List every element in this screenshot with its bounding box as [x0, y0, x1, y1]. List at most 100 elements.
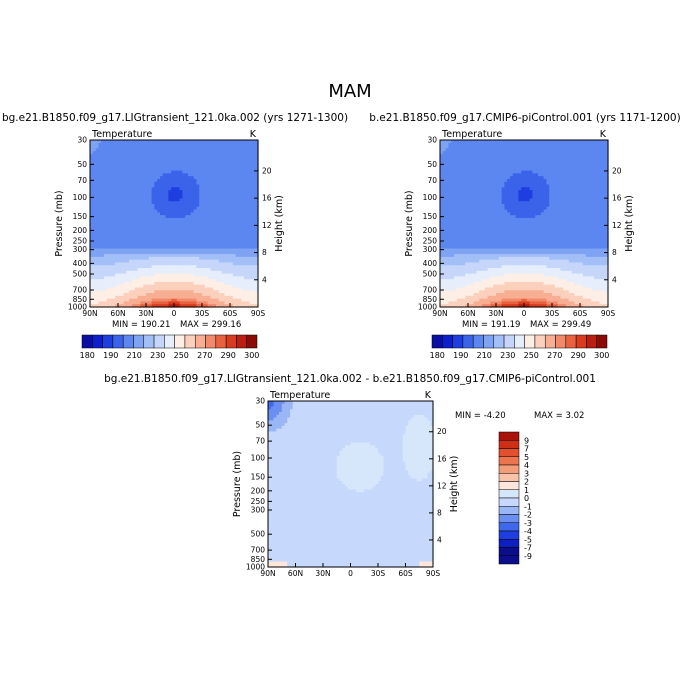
- field-cell: [98, 142, 102, 147]
- field-cell: [154, 181, 158, 186]
- field-cell: [148, 217, 153, 222]
- field-cell: [179, 229, 183, 233]
- field-cell: [154, 159, 158, 163]
- field-cell: [151, 231, 155, 236]
- field-cell: [249, 212, 253, 216]
- field-cell: [596, 192, 601, 197]
- field-cell: [185, 209, 189, 213]
- field-cell: [188, 204, 192, 208]
- y-tick-label: 700: [73, 286, 88, 295]
- field-cell: [185, 170, 189, 174]
- field-cell: [109, 195, 113, 200]
- field-cell: [118, 237, 122, 241]
- field-cell: [151, 151, 155, 155]
- field-cell: [199, 256, 203, 261]
- field-cell: [179, 215, 183, 219]
- field-cell: [199, 304, 203, 308]
- field-cell: [185, 276, 189, 280]
- field-cell: [101, 159, 105, 163]
- field-cell: [454, 187, 458, 191]
- field-cell: [218, 184, 223, 188]
- field-cell: [224, 276, 228, 280]
- field-cell: [244, 279, 248, 283]
- field-cell: [524, 181, 528, 186]
- field-cell: [179, 206, 183, 211]
- field-cell: [252, 270, 256, 275]
- field-cell: [193, 265, 197, 269]
- field-cell: [454, 167, 458, 172]
- field-cell: [126, 259, 130, 264]
- field-cell: [123, 162, 127, 166]
- field-cell: [213, 140, 217, 144]
- field-cell: [493, 173, 497, 177]
- field-cell: [112, 279, 116, 283]
- field-cell: [484, 195, 489, 200]
- field-cell: [255, 184, 259, 188]
- field-cell: [235, 173, 239, 177]
- field-cell: [571, 151, 575, 155]
- field-cell: [524, 140, 528, 144]
- field-cell: [95, 151, 99, 155]
- field-cell: [98, 192, 102, 197]
- field-cell: [235, 229, 239, 233]
- field-cell: [238, 162, 242, 166]
- field-cell: [92, 153, 97, 158]
- field-cell: [168, 190, 172, 194]
- field-cell: [165, 304, 169, 308]
- field-cell: [185, 201, 189, 205]
- field-cell: [165, 268, 169, 272]
- field-cell: [605, 153, 609, 158]
- field-cell: [182, 231, 186, 236]
- field-cell: [188, 251, 192, 255]
- field-cell: [174, 251, 178, 255]
- field-cell: [165, 279, 169, 283]
- field-cell: [526, 156, 531, 161]
- field-cell: [92, 234, 97, 239]
- field-cell: [255, 204, 259, 208]
- field-cell: [235, 304, 239, 308]
- field-cell: [134, 284, 139, 289]
- field-cell: [134, 295, 139, 300]
- field-cell: [185, 198, 189, 202]
- field-cell: [134, 223, 139, 227]
- field-cell: [157, 273, 161, 277]
- y-tick-label: 1000: [68, 303, 87, 312]
- field-cell: [143, 162, 147, 166]
- field-cell: [552, 192, 556, 197]
- field-cell: [235, 217, 239, 222]
- field-cell: [496, 142, 500, 147]
- field-cell: [459, 170, 463, 174]
- field-cell: [227, 190, 231, 194]
- field-cell: [216, 242, 220, 247]
- field-cell: [493, 198, 497, 202]
- field-cell: [574, 165, 578, 169]
- field-cell: [123, 209, 127, 213]
- field-cell: [104, 242, 108, 247]
- field-cell: [255, 237, 259, 241]
- field-cell: [157, 212, 161, 216]
- field-cell: [244, 290, 248, 294]
- field-cell: [549, 198, 553, 202]
- field-cell: [126, 187, 130, 191]
- field-cell: [129, 273, 133, 277]
- field-cell: [221, 262, 225, 266]
- field-cell: [235, 178, 239, 183]
- field-cell: [543, 153, 547, 158]
- field-cell: [210, 279, 214, 283]
- field-cell: [232, 217, 237, 222]
- field-cell: [123, 165, 127, 169]
- field-cell: [202, 237, 206, 241]
- field-cell: [157, 295, 161, 300]
- field-cell: [137, 223, 141, 227]
- field-cell: [524, 151, 528, 155]
- field-cell: [594, 170, 598, 174]
- field-cell: [126, 298, 130, 303]
- field-cell: [199, 151, 203, 155]
- field-cell: [90, 165, 94, 169]
- field-cell: [126, 262, 130, 266]
- field-cell: [232, 248, 237, 252]
- field-cell: [246, 226, 251, 230]
- field-cell: [146, 217, 150, 222]
- field-cell: [146, 231, 150, 236]
